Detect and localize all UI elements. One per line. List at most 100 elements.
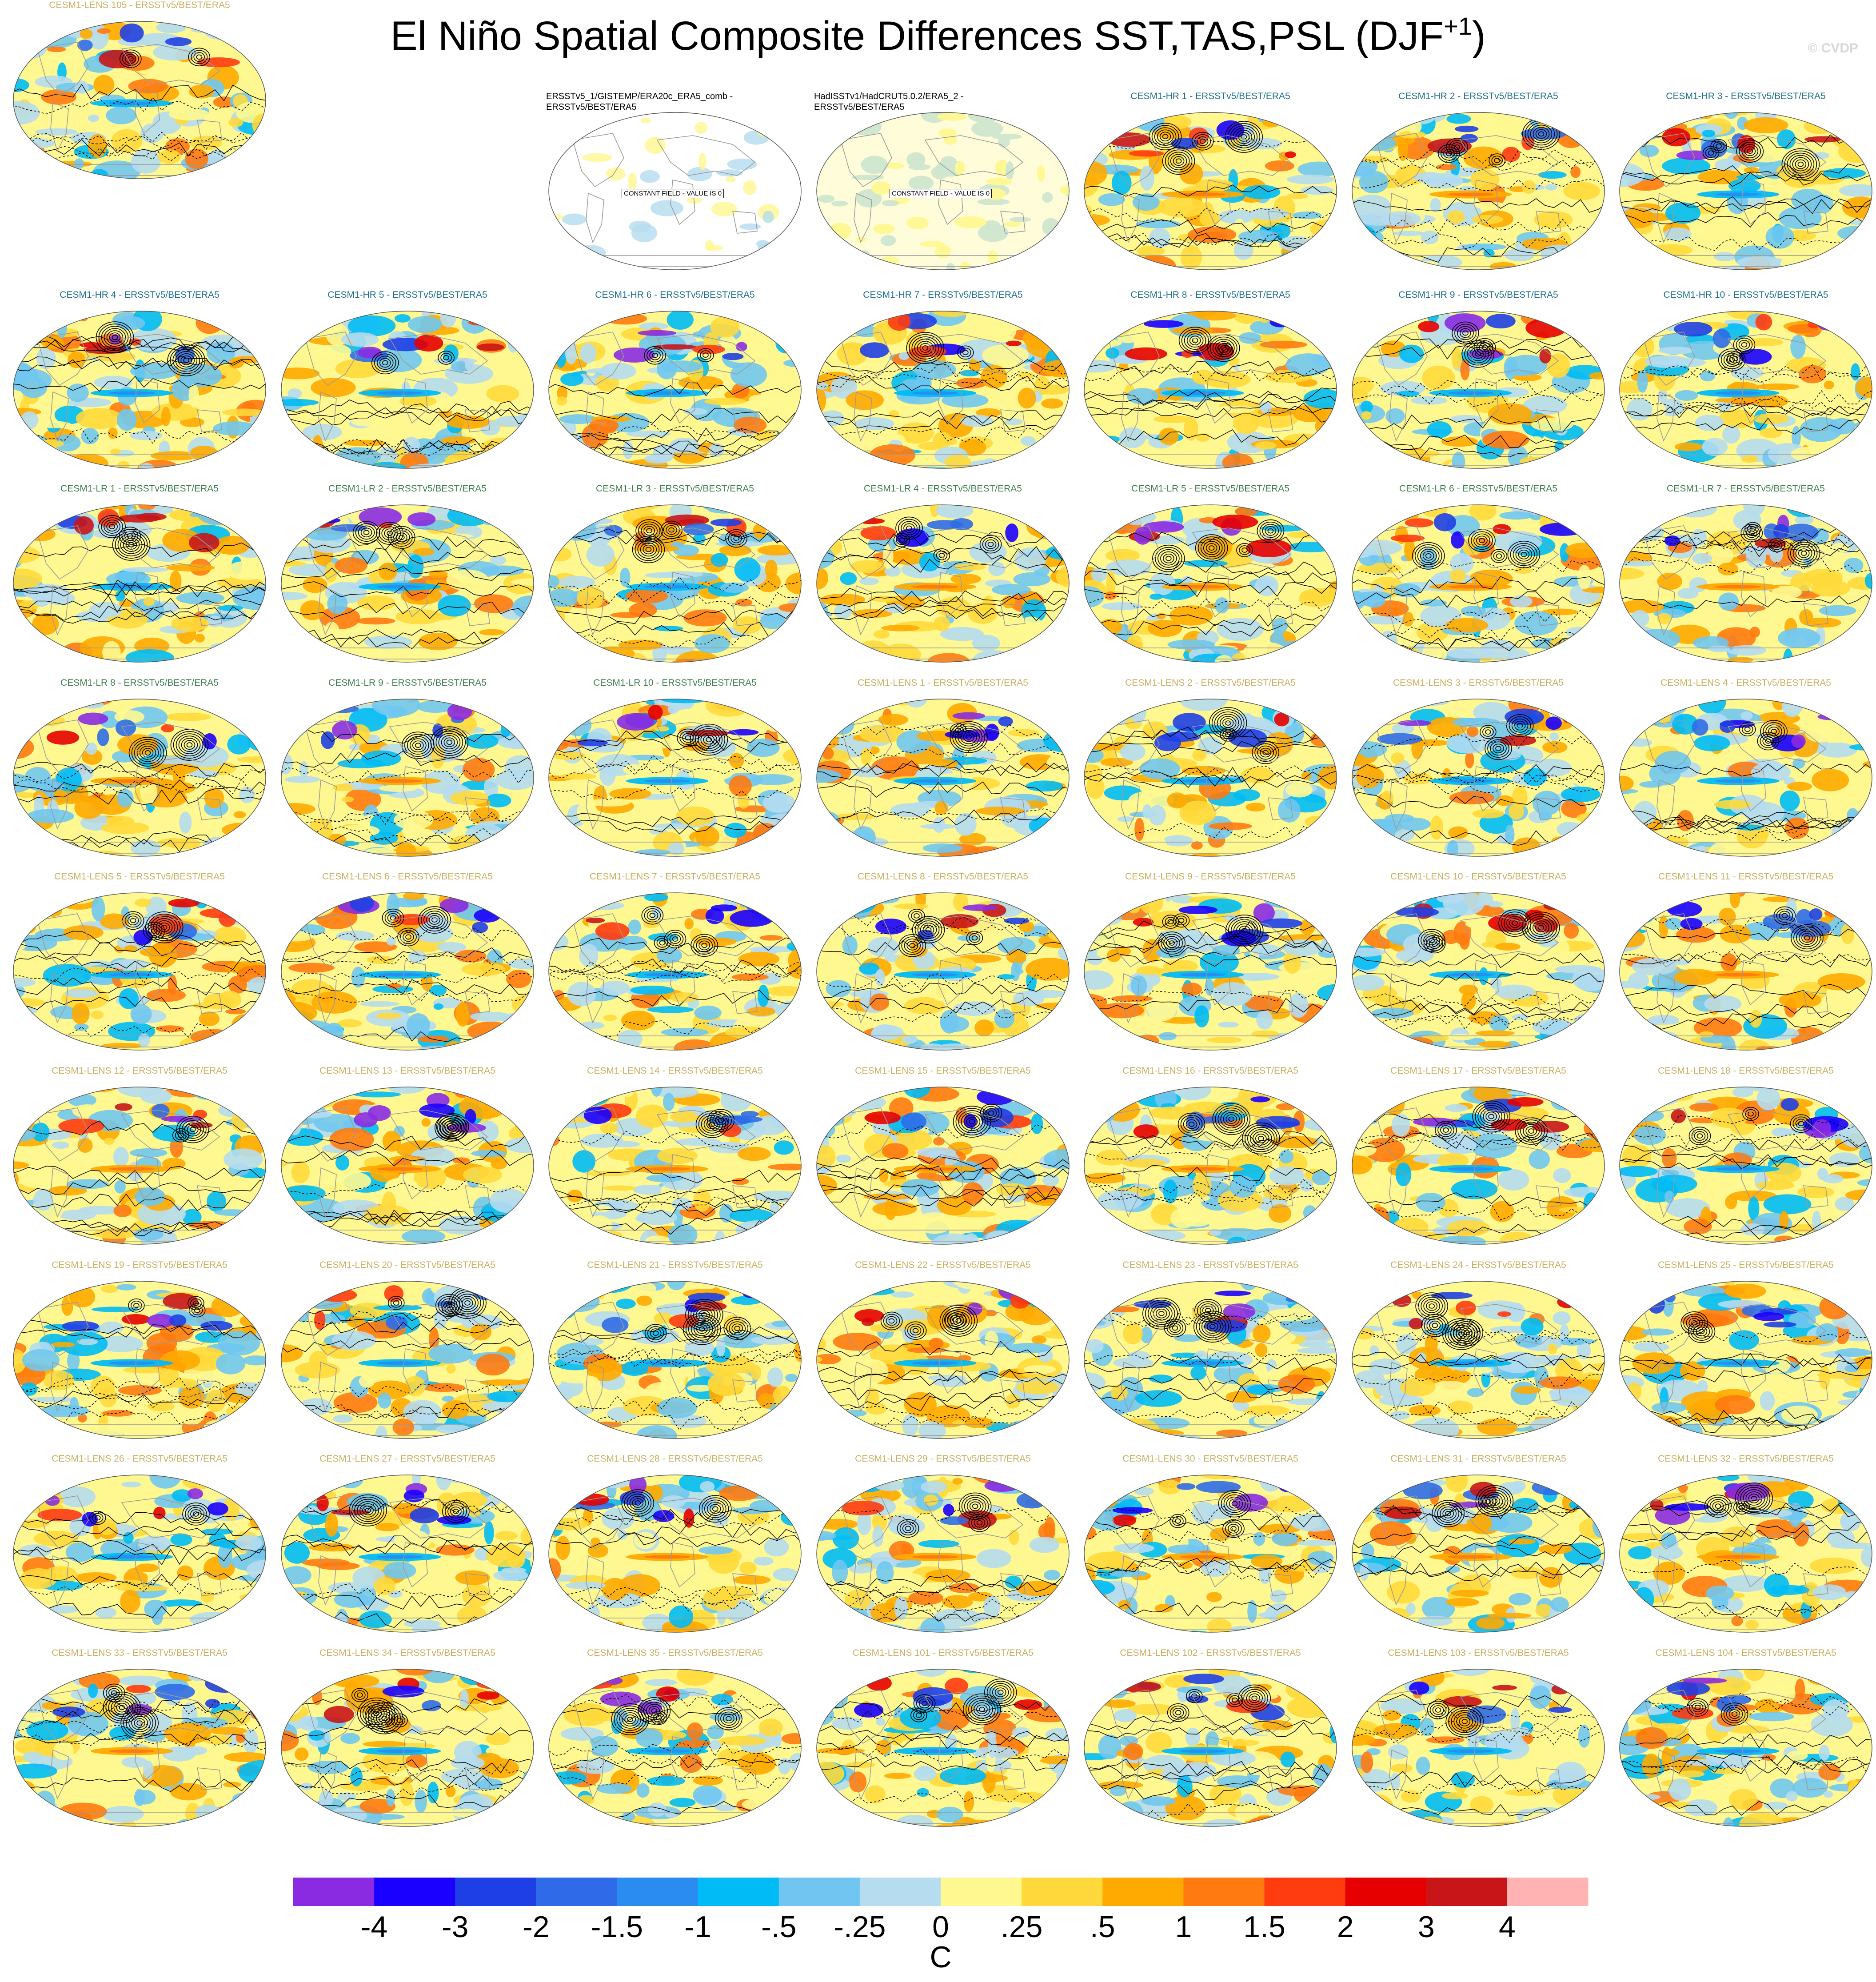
panel-title: CESM1-LENS 1 - ERSSTv5/BEST/ERA5 (858, 678, 1028, 688)
map-panel: CESM1-LENS 8 - ERSSTv5/BEST/ERA5 (810, 871, 1076, 1058)
map-panel: CESM1-HR 9 - ERSSTv5/BEST/ERA5 (1345, 290, 1612, 476)
map-panel: CESM1-LENS 28 - ERSSTv5/BEST/ERA5 (542, 1454, 808, 1640)
map-panel: CESM1-LENS 6 - ERSSTv5/BEST/ERA5 (274, 871, 541, 1058)
colorbar-tick-label: 1.5 (1243, 1910, 1285, 1944)
panel-map (1084, 1669, 1337, 1827)
panel-title: CESM1-LENS 17 - ERSSTv5/BEST/ERA5 (1390, 1066, 1566, 1076)
map-panel: CESM1-HR 7 - ERSSTv5/BEST/ERA5 (810, 290, 1076, 476)
panel-title: CESM1-HR 3 - ERSSTv5/BEST/ERA5 (1666, 91, 1826, 101)
map-panel: CESM1-LENS 33 - ERSSTv5/BEST/ERA5 (6, 1648, 273, 1834)
panel-title: CESM1-LENS 23 - ERSSTv5/BEST/ERA5 (1122, 1260, 1298, 1270)
panel-title: CESM1-HR 8 - ERSSTv5/BEST/ERA5 (1130, 290, 1290, 300)
panel-title: CESM1-LENS 27 - ERSSTv5/BEST/ERA5 (319, 1454, 495, 1464)
map-panel: CESM1-LENS 9 - ERSSTv5/BEST/ERA5 (1077, 871, 1344, 1058)
panel-map (1084, 311, 1337, 469)
colorbar-tick-label: -1.5 (591, 1910, 643, 1944)
panel-title: CESM1-LENS 20 - ERSSTv5/BEST/ERA5 (319, 1260, 495, 1270)
panel-map (1084, 1087, 1337, 1245)
map-panel: CESM1-LENS 104 - ERSSTv5/BEST/ERA5 (1613, 1648, 1876, 1834)
panel-map (1619, 311, 1872, 469)
constant-field-label: CONSTANT FIELD - VALUE IS 0 (622, 189, 724, 198)
panel-map (816, 504, 1070, 663)
panel-map (548, 1087, 802, 1245)
panel-title: CESM1-LENS 21 - ERSSTv5/BEST/ERA5 (587, 1260, 763, 1270)
panel-map (13, 1475, 266, 1633)
map-panel: CESM1-LENS 22 - ERSSTv5/BEST/ERA5 (810, 1260, 1076, 1447)
map-panel: CESM1-LR 2 - ERSSTv5/BEST/ERA5 (274, 484, 541, 670)
map-panel: CESM1-LENS 2 - ERSSTv5/BEST/ERA5 (1077, 678, 1344, 864)
panel-title: CESM1-LENS 11 - ERSSTv5/BEST/ERA5 (1658, 871, 1834, 882)
panel-map (548, 112, 802, 270)
panel-map (13, 21, 266, 179)
panel-map (548, 1475, 802, 1633)
colorbar-swatch (1102, 1878, 1184, 1906)
title-superscript: +1 (1444, 12, 1472, 40)
panel-map (1084, 892, 1337, 1051)
panel-title: CESM1-LR 7 - ERSSTv5/BEST/ERA5 (1667, 484, 1825, 494)
map-panel: CESM1-LR 6 - ERSSTv5/BEST/ERA5 (1345, 484, 1612, 670)
map-panel: CESM1-HR 10 - ERSSTv5/BEST/ERA5 (1613, 290, 1876, 476)
panel-title: CESM1-LENS 15 - ERSSTv5/BEST/ERA5 (855, 1066, 1031, 1076)
colorbar-tick-label: -4 (361, 1910, 387, 1944)
colorbar-tick-label: 0 (932, 1910, 949, 1944)
panel-title: CESM1-LENS 19 - ERSSTv5/BEST/ERA5 (52, 1260, 228, 1270)
panel-map (1084, 1475, 1337, 1633)
map-panel: CESM1-LENS 23 - ERSSTv5/BEST/ERA5 (1077, 1260, 1344, 1447)
map-panel: CESM1-LENS 13 - ERSSTv5/BEST/ERA5 (274, 1066, 541, 1252)
colorbar-tick-label: .5 (1090, 1910, 1115, 1944)
map-panel: CESM1-LENS 15 - ERSSTv5/BEST/ERA5 (810, 1066, 1076, 1252)
panel-title: CESM1-HR 5 - ERSSTv5/BEST/ERA5 (327, 290, 487, 300)
watermark: © CVDP (1808, 41, 1858, 56)
map-panel: CESM1-LENS 24 - ERSSTv5/BEST/ERA5 (1345, 1260, 1612, 1447)
map-panel: CESM1-LENS 20 - ERSSTv5/BEST/ERA5 (274, 1260, 541, 1447)
panel-map (816, 1087, 1070, 1245)
map-panel: CESM1-HR 8 - ERSSTv5/BEST/ERA5 (1077, 290, 1344, 476)
map-panel: CESM1-LENS 32 - ERSSTv5/BEST/ERA5 (1613, 1454, 1876, 1640)
title-main: El Niño Spatial Composite Differences SS… (390, 13, 1444, 59)
colorbar-swatch (941, 1878, 1022, 1906)
panel-title: CESM1-LENS 6 - ERSSTv5/BEST/ERA5 (322, 871, 493, 882)
colorbar-swatch (293, 1878, 375, 1906)
panel-map (281, 311, 534, 469)
map-panel: CESM1-HR 4 - ERSSTv5/BEST/ERA5 (6, 290, 273, 476)
map-panel: CESM1-HR 6 - ERSSTv5/BEST/ERA5 (542, 290, 808, 476)
map-panel: CESM1-LR 1 - ERSSTv5/BEST/ERA5 (6, 484, 273, 670)
map-panel: CESM1-HR 2 - ERSSTv5/BEST/ERA5 (1345, 91, 1612, 278)
panel-title: CESM1-LENS 34 - ERSSTv5/BEST/ERA5 (319, 1648, 495, 1658)
panel-map (13, 1087, 266, 1245)
panel-title: CESM1-LENS 13 - ERSSTv5/BEST/ERA5 (319, 1066, 495, 1076)
panel-title: CESM1-LR 4 - ERSSTv5/BEST/ERA5 (864, 484, 1022, 494)
title-close: ) (1472, 13, 1486, 59)
panel-title: CESM1-LR 5 - ERSSTv5/BEST/ERA5 (1131, 484, 1289, 494)
colorbar: -4 -3 -2 -1.5 -1 -.5 -.25 0 .25 .5 1 1.5 2 3 4 C (293, 1878, 1589, 1974)
panel-map (1619, 504, 1872, 663)
colorbar-tick-label: 4 (1499, 1910, 1516, 1944)
map-panel: CESM1-LENS 27 - ERSSTv5/BEST/ERA5 (274, 1454, 541, 1640)
map-panel: CESM1-LENS 11 - ERSSTv5/BEST/ERA5 (1613, 871, 1876, 1058)
colorbar-tick-label: -2 (523, 1910, 549, 1944)
map-panel: CESM1-LENS 1 - ERSSTv5/BEST/ERA5 (810, 678, 1076, 864)
map-panel: CESM1-LENS 29 - ERSSTv5/BEST/ERA5 (810, 1454, 1076, 1640)
panel-map (1352, 1669, 1605, 1827)
panel-title: CESM1-HR 9 - ERSSTv5/BEST/ERA5 (1398, 290, 1558, 300)
colorbar-tick-label: 1 (1175, 1910, 1192, 1944)
panel-map (548, 892, 802, 1051)
panel-title: CESM1-LENS 103 - ERSSTv5/BEST/ERA5 (1388, 1648, 1569, 1658)
panel-map (281, 892, 534, 1051)
panel-title: CESM1-LENS 102 - ERSSTv5/BEST/ERA5 (1120, 1648, 1301, 1658)
panel-title: CESM1-LENS 22 - ERSSTv5/BEST/ERA5 (855, 1260, 1031, 1270)
colorbar-tick-label: 3 (1418, 1910, 1435, 1944)
map-panel: CESM1-HR 5 - ERSSTv5/BEST/ERA5 (274, 290, 541, 476)
panel-map (1619, 892, 1872, 1051)
map-panel: CESM1-HR 1 - ERSSTv5/BEST/ERA5 (1077, 91, 1344, 278)
map-panel: CESM1-LENS 7 - ERSSTv5/BEST/ERA5 (542, 871, 808, 1058)
panel-map (281, 699, 534, 857)
panel-map (816, 1281, 1070, 1439)
panel-title: CESM1-LENS 26 - ERSSTv5/BEST/ERA5 (52, 1454, 228, 1464)
panel-title: CESM1-HR 6 - ERSSTv5/BEST/ERA5 (595, 290, 755, 300)
panel-map (13, 504, 266, 663)
colorbar-tick-label: 2 (1337, 1910, 1354, 1944)
panel-map (1352, 112, 1605, 270)
panel-title: CESM1-LENS 7 - ERSSTv5/BEST/ERA5 (590, 871, 760, 882)
panel-title: CESM1-LENS 3 - ERSSTv5/BEST/ERA5 (1393, 678, 1564, 688)
